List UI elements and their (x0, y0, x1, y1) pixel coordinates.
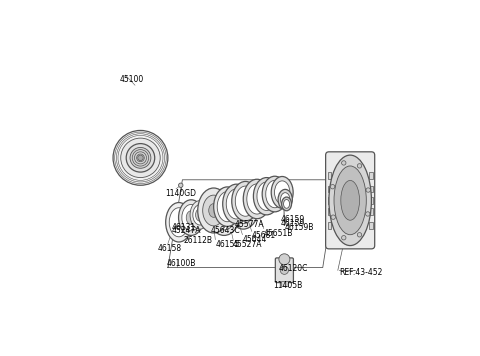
Text: 46159: 46159 (280, 219, 305, 228)
Ellipse shape (217, 192, 238, 222)
Ellipse shape (284, 199, 289, 208)
Text: 45681: 45681 (252, 231, 276, 240)
Circle shape (130, 147, 151, 168)
Ellipse shape (182, 204, 201, 231)
Circle shape (342, 236, 346, 240)
Text: 45651B: 45651B (264, 229, 293, 237)
Ellipse shape (195, 209, 204, 221)
Text: 46131: 46131 (172, 223, 196, 232)
Bar (328, 222, 331, 229)
Ellipse shape (209, 204, 218, 217)
Ellipse shape (280, 193, 290, 206)
Bar (328, 208, 331, 215)
Circle shape (138, 155, 143, 161)
Ellipse shape (186, 211, 196, 225)
Ellipse shape (329, 155, 372, 246)
Text: 46159B: 46159B (284, 223, 314, 232)
Text: 45644: 45644 (242, 235, 266, 244)
Text: 1140GD: 1140GD (165, 189, 196, 198)
Bar (328, 172, 331, 179)
Circle shape (279, 254, 290, 265)
Ellipse shape (266, 180, 284, 208)
Text: REF:43-452: REF:43-452 (339, 268, 383, 277)
Ellipse shape (247, 184, 267, 214)
Text: 45643C: 45643C (210, 226, 240, 235)
Text: 45577A: 45577A (235, 220, 264, 229)
Ellipse shape (179, 200, 204, 235)
Circle shape (179, 183, 183, 188)
FancyBboxPatch shape (276, 258, 293, 283)
Bar (369, 172, 372, 179)
Circle shape (342, 161, 346, 165)
Text: 45527A: 45527A (233, 240, 263, 248)
Ellipse shape (271, 177, 293, 208)
Ellipse shape (226, 189, 247, 219)
Ellipse shape (203, 195, 225, 226)
Ellipse shape (275, 181, 290, 204)
Bar (369, 186, 372, 192)
Ellipse shape (169, 208, 189, 237)
Text: 11405B: 11405B (274, 281, 303, 290)
Ellipse shape (228, 185, 259, 229)
Text: 26112B: 26112B (183, 236, 213, 245)
Circle shape (357, 232, 362, 237)
Ellipse shape (214, 187, 241, 226)
Bar (369, 208, 372, 215)
Ellipse shape (198, 188, 229, 233)
Text: 45247A: 45247A (172, 226, 202, 235)
Ellipse shape (223, 184, 250, 224)
Ellipse shape (212, 194, 237, 230)
Ellipse shape (235, 186, 255, 216)
Ellipse shape (282, 197, 291, 211)
Circle shape (121, 138, 160, 178)
Ellipse shape (193, 205, 207, 225)
Bar (369, 197, 372, 204)
Ellipse shape (243, 179, 271, 219)
Ellipse shape (232, 182, 259, 221)
Circle shape (330, 184, 335, 189)
Ellipse shape (278, 189, 292, 210)
Circle shape (366, 188, 371, 192)
Circle shape (357, 164, 362, 168)
Text: 46100B: 46100B (167, 259, 196, 268)
Ellipse shape (257, 182, 276, 210)
Bar (369, 222, 372, 229)
Ellipse shape (262, 176, 288, 212)
Ellipse shape (190, 201, 210, 229)
Circle shape (331, 215, 336, 219)
Bar (281, 281, 288, 286)
Ellipse shape (232, 191, 255, 224)
Circle shape (280, 266, 288, 274)
Bar (328, 186, 331, 192)
Text: 46120C: 46120C (279, 264, 308, 273)
Ellipse shape (253, 178, 280, 215)
Circle shape (113, 130, 168, 185)
Bar (328, 197, 331, 204)
Circle shape (126, 143, 155, 172)
Ellipse shape (208, 189, 240, 235)
Text: 45100: 45100 (120, 75, 144, 84)
Text: 46159: 46159 (281, 215, 305, 224)
Ellipse shape (334, 166, 366, 235)
Text: 46155: 46155 (216, 240, 240, 248)
Circle shape (366, 212, 370, 216)
FancyBboxPatch shape (325, 152, 375, 249)
Ellipse shape (166, 203, 192, 242)
Ellipse shape (341, 180, 360, 220)
Text: 46158: 46158 (158, 244, 182, 253)
